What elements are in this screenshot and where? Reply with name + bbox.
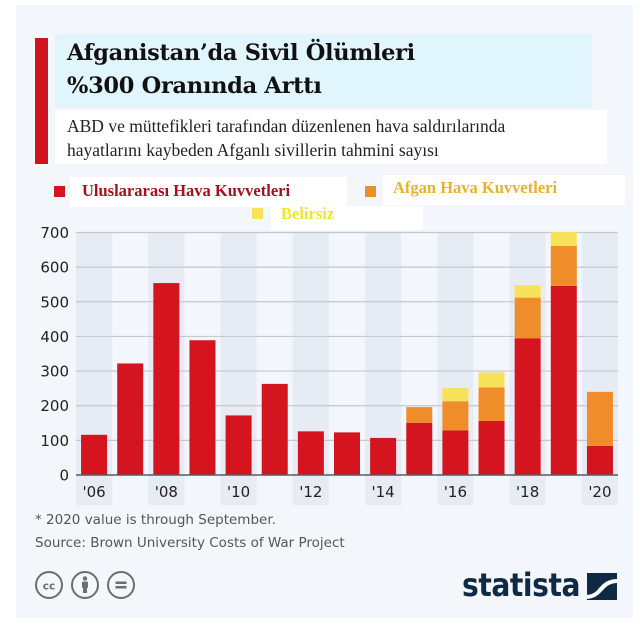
subtitle-box: [55, 110, 607, 164]
bar-2007: [117, 363, 144, 475]
title-accent-bar: [35, 38, 48, 164]
x-tick-label: '18: [516, 483, 539, 501]
y-tick-label: 500: [40, 293, 69, 311]
statista-logo-text[interactable]: statista: [462, 566, 581, 604]
bar-2011: [261, 383, 288, 475]
bar-segment-afghan: [406, 407, 433, 423]
footnote: * 2020 value is through September.: [35, 512, 276, 528]
chart-subtitle: ABD ve müttefikleri tarafından düzenlene…: [67, 114, 505, 162]
svg-text:cc: cc: [43, 581, 55, 593]
bar-segment-afghan: [478, 387, 505, 421]
bar-segment-international: [189, 340, 216, 475]
y-tick-label: 600: [40, 259, 69, 277]
cc-icon[interactable]: cc: [35, 571, 63, 599]
bar-segment-unknown: [442, 388, 469, 402]
bar-segment-afghan: [442, 401, 469, 431]
title-line-2: %300 Oranında Arttı: [67, 73, 322, 99]
legend-swatch-afghan: [365, 186, 376, 197]
person-glyph: [82, 576, 88, 593]
bar-2019: [550, 232, 577, 475]
x-tick-label: '10: [227, 483, 250, 501]
legend-box-unknown: [271, 206, 423, 230]
title-box: [55, 34, 592, 108]
chart-title: Afganistan’da Sivil Ölümleri %300 Oranın…: [67, 37, 415, 103]
bar-segment-international: [406, 422, 433, 475]
bar-2017: [478, 372, 505, 475]
x-tick-label: '20: [588, 483, 611, 501]
title-line-1: Afganistan’da Sivil Ölümleri: [67, 40, 415, 66]
bar-2006: [81, 434, 108, 475]
bar-2016: [442, 388, 469, 475]
legend-label-afghan: Afgan Hava Kuvvetleri: [393, 178, 558, 197]
legend-box-international: [70, 177, 347, 207]
y-tick-label: 0: [59, 467, 69, 485]
bar-segment-international: [153, 283, 180, 475]
bar-segment-afghan: [586, 391, 613, 446]
x-tick-label: '16: [444, 483, 467, 501]
bar-segment-international: [334, 432, 360, 475]
bar-segment-afghan: [550, 246, 577, 286]
bar-segment-international: [514, 338, 541, 475]
bar-segment-unknown: [478, 372, 505, 388]
bar-segment-international: [261, 383, 288, 475]
bar-2008: [153, 283, 180, 475]
bar-segment-international: [117, 363, 144, 475]
equals-glyph: [115, 581, 127, 589]
bar-2012: [297, 431, 324, 475]
y-tick-label: 700: [40, 224, 69, 242]
bar-segment-international: [442, 430, 469, 475]
y-tick-label: 100: [40, 432, 69, 450]
bar-segment-afghan: [514, 297, 541, 339]
y-tick-label: 300: [40, 363, 69, 381]
bar-segment-international: [370, 437, 397, 475]
bar-segment-international: [81, 434, 108, 475]
legend-swatch-international: [54, 186, 65, 197]
x-axis: '06 '08 '10 '12 '14 '16 '18 '20: [82, 483, 611, 501]
x-tick-label: '06: [82, 483, 105, 501]
legend-label-international: Uluslararası Hava Kuvvetleri: [82, 181, 291, 200]
bar-2013: [334, 432, 360, 475]
bar-segment-unknown: [514, 285, 541, 298]
bar-2009: [189, 340, 216, 475]
subtitle-line-1: ABD ve müttefikleri tarafından düzenlene…: [67, 116, 506, 136]
subtitle-line-2: hayatlarını kaybeden Afganlı sivillerin …: [67, 140, 439, 160]
source-note: Source: Brown University Costs of War Pr…: [35, 535, 345, 551]
y-axis: 0 100 200 300 400 500 600 700: [40, 224, 69, 485]
y-tick-label: 200: [40, 397, 69, 415]
attribution-icon[interactable]: [71, 571, 99, 599]
legend-box-afghan: [383, 175, 625, 205]
x-tick-label: '08: [155, 483, 178, 501]
bar-segment-international: [297, 431, 324, 475]
no-derivatives-icon[interactable]: [107, 571, 135, 599]
bar-segment-international: [478, 420, 505, 475]
bar-2015: [406, 407, 433, 475]
bar-segment-international: [550, 285, 577, 475]
x-tick-label: '14: [372, 483, 395, 501]
bar-2014: [370, 437, 397, 475]
y-tick-label: 400: [40, 328, 69, 346]
cc-glyph: cc: [43, 581, 55, 593]
bar-segment-unknown: [550, 232, 577, 247]
bar-segment-international: [586, 445, 613, 475]
bar-segment-international: [225, 415, 252, 475]
legend-label-unknown: Belirsiz: [281, 204, 335, 223]
statista-logo-icon[interactable]: [587, 573, 617, 600]
legend-swatch-unknown: [252, 208, 263, 219]
bar-2010: [225, 415, 252, 475]
bars: [81, 232, 613, 475]
bar-2020: [586, 391, 613, 475]
x-tick-label: '12: [299, 483, 322, 501]
bar-2018: [514, 285, 541, 475]
